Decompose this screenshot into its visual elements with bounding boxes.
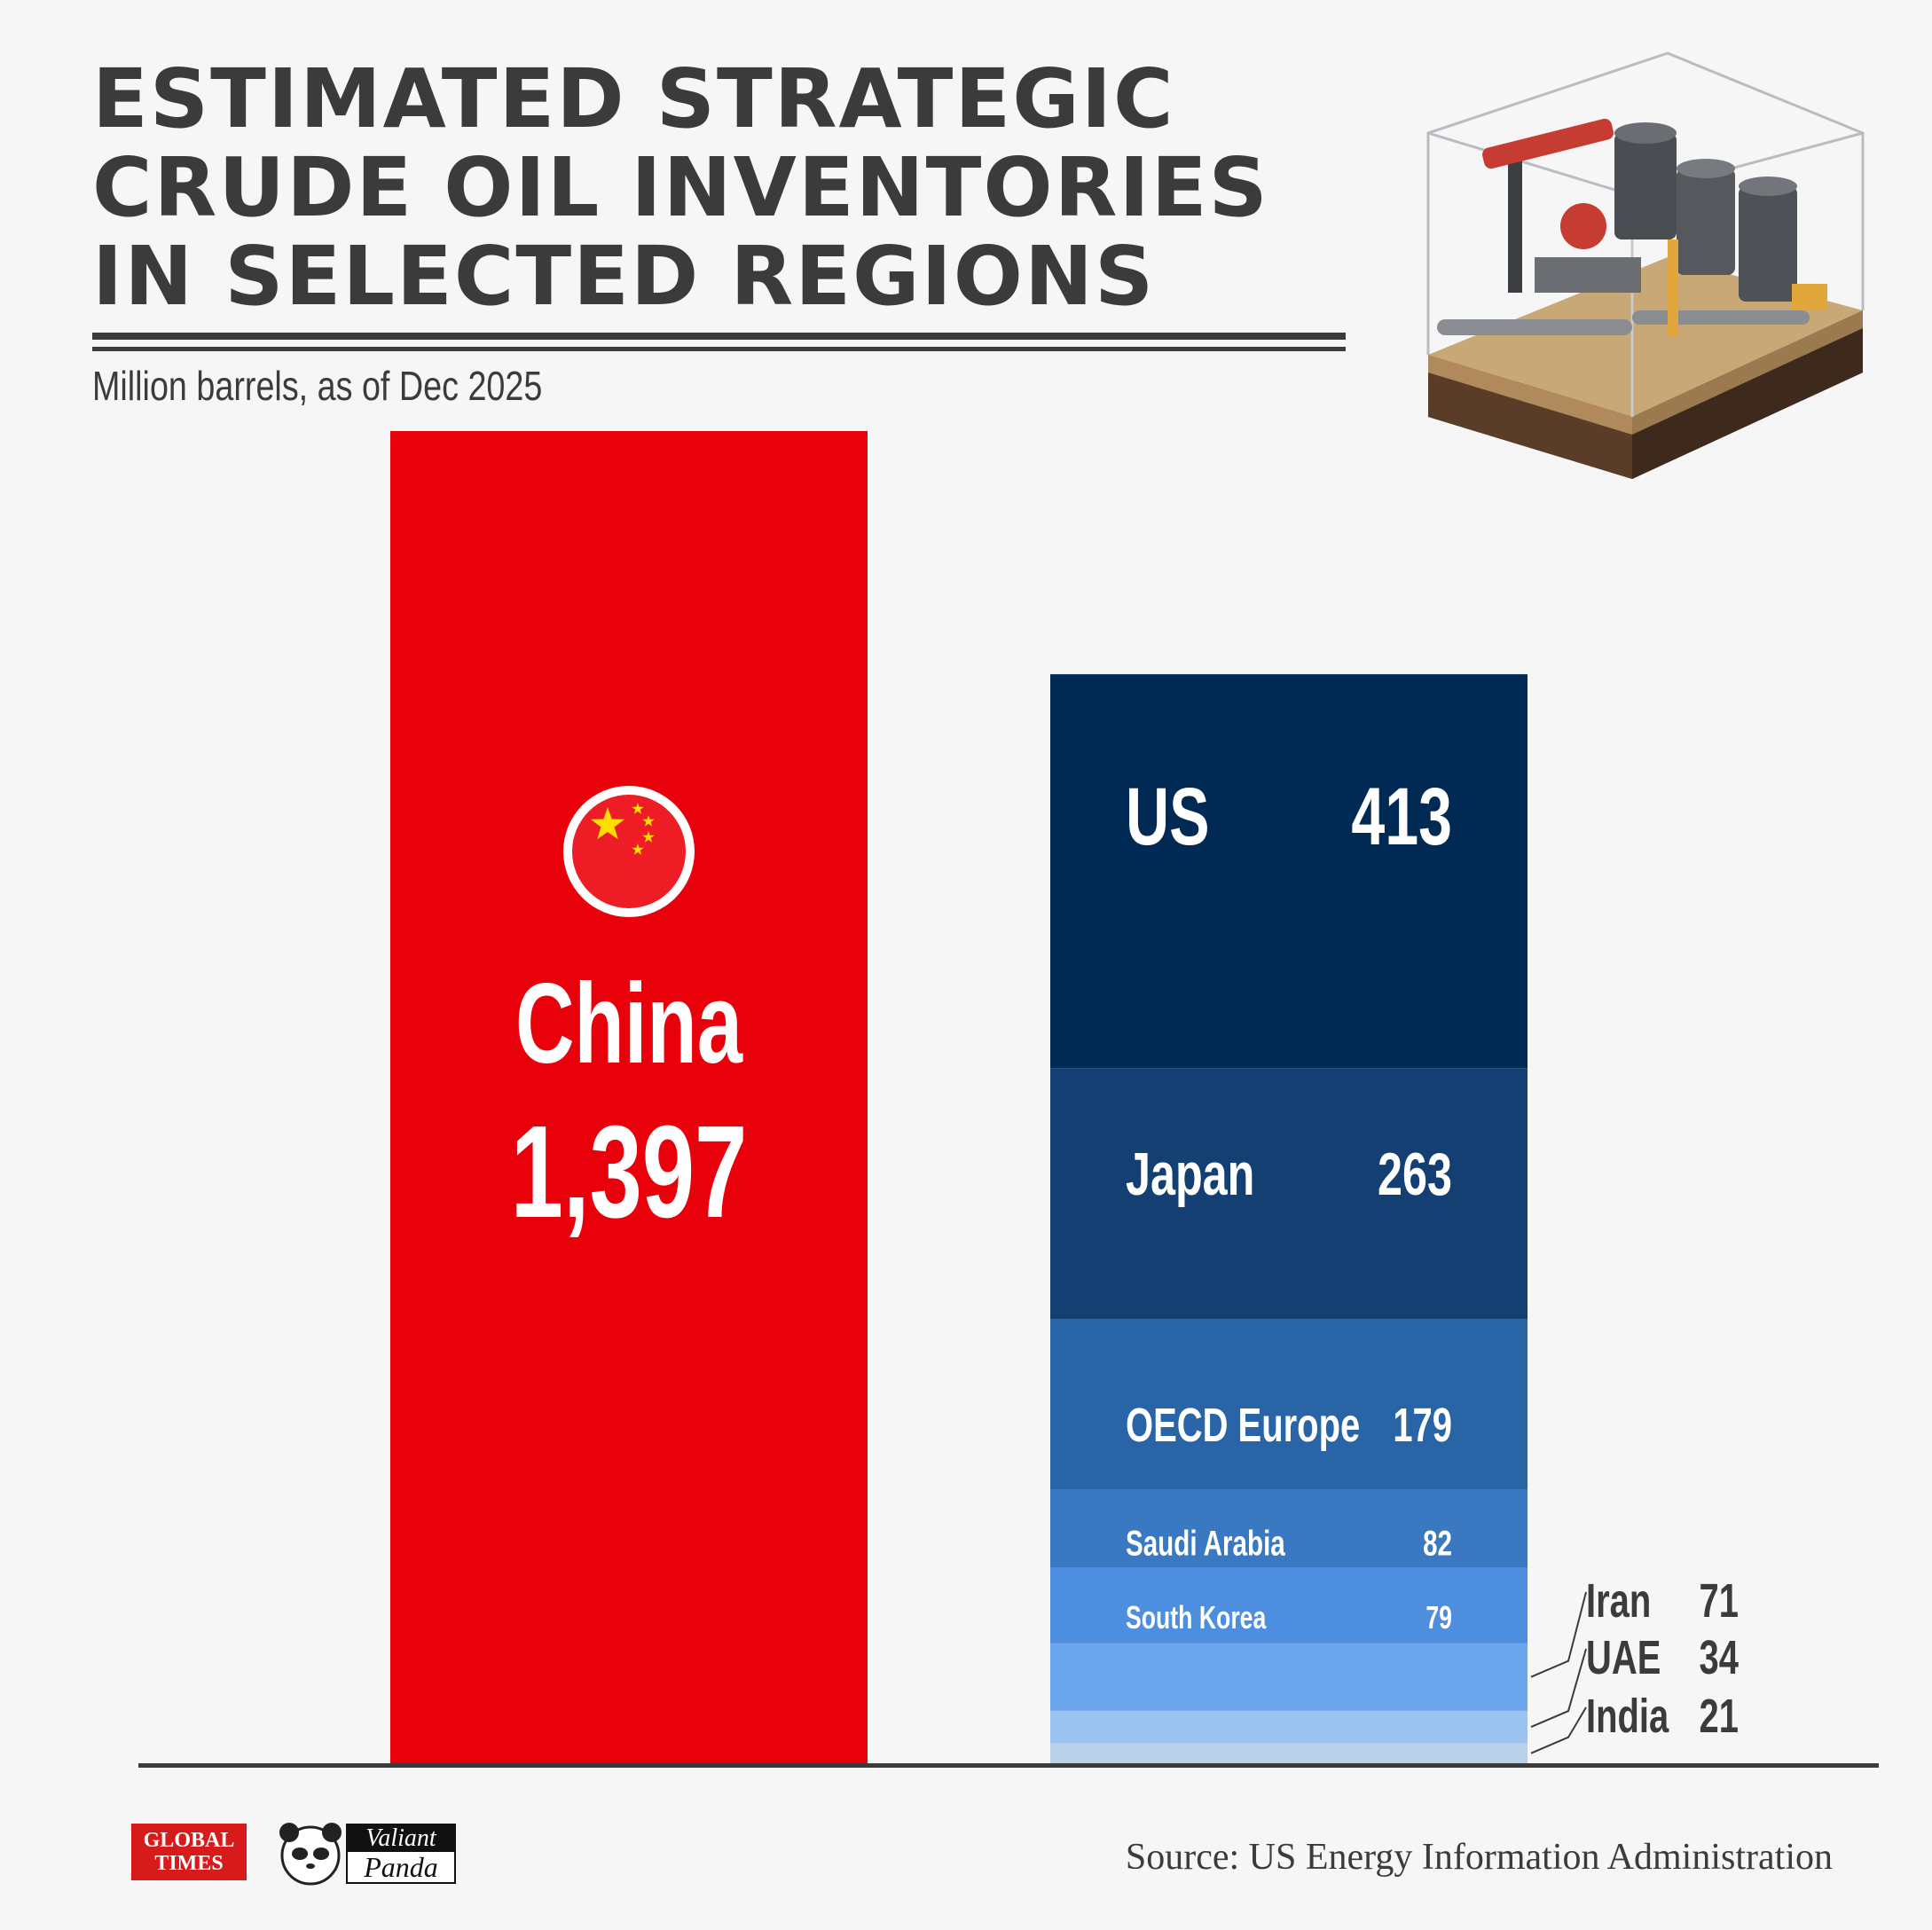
bar-value-japan: 263 — [1378, 1140, 1452, 1207]
flag-star-4 — [632, 843, 644, 855]
bar-segment-india — [1050, 1743, 1528, 1763]
bar-value-india: 21 — [1700, 1690, 1739, 1743]
bar-label-uae: UAE — [1586, 1631, 1661, 1684]
flag-star-large — [591, 807, 624, 840]
title-line-3: IN SELECTED REGIONS — [92, 229, 1156, 324]
title-line-1: ESTIMATED STRATEGIC — [92, 51, 1175, 146]
bar-value-saudi-arabia: 82 — [1423, 1524, 1452, 1563]
title-rule-thick — [92, 333, 1346, 340]
flag-star-1 — [632, 803, 644, 814]
gt-logo-line-1: GLOBAL — [143, 1829, 235, 1852]
bar-value-oecd-europe: 179 — [1393, 1399, 1452, 1452]
bar-label-iran: Iran — [1586, 1574, 1651, 1628]
bar-segment-us — [1050, 674, 1528, 1069]
flag-star-2 — [642, 815, 655, 827]
global-times-logo: GLOBAL TIMES — [131, 1824, 247, 1880]
leader-line-india — [1530, 1706, 1587, 1754]
bar-label-south-korea: South Korea — [1126, 1599, 1267, 1636]
bar-value-iran: 71 — [1700, 1574, 1739, 1628]
valiant-panda-logo: Valiant Panda — [275, 1818, 456, 1889]
bar-segment-south-korea — [1050, 1567, 1528, 1644]
source-note: Source: US Energy Information Administra… — [1125, 1837, 1833, 1878]
bar-label-japan: Japan — [1126, 1140, 1254, 1207]
oil-facility-illustration — [1426, 51, 1865, 479]
x-axis-baseline — [138, 1763, 1879, 1768]
bar-label-oecd-europe: OECD Europe — [1126, 1399, 1360, 1452]
bar-value-us: 413 — [1351, 772, 1452, 862]
title-line-2: CRUDE OIL INVENTORIES — [92, 140, 1269, 235]
chart-subtitle: Million barrels, as of Dec 2025 — [92, 363, 543, 409]
bar-segment-uae — [1050, 1710, 1528, 1744]
chart-title: ESTIMATED STRATEGIC CRUDE OIL INVENTORIE… — [92, 55, 1352, 321]
bar-label-us: US — [1126, 772, 1210, 862]
bar-value-south-korea: 79 — [1425, 1599, 1452, 1636]
bar-china — [390, 431, 868, 1763]
bar-label-saudi-arabia: Saudi Arabia — [1126, 1524, 1285, 1563]
gt-logo-line-2: TIMES — [154, 1852, 224, 1875]
bar-segment-saudi-arabia — [1050, 1489, 1528, 1568]
vp-line-2: Panda — [364, 1851, 438, 1883]
vp-line-1: Valiant — [348, 1825, 454, 1852]
panda-icon — [279, 1823, 342, 1886]
leader-line-uae — [1530, 1648, 1587, 1729]
flag-star-3 — [642, 831, 655, 843]
bar-label-china: China — [515, 960, 743, 1087]
bar-value-uae: 34 — [1700, 1631, 1740, 1684]
bar-segment-oecd-europe — [1050, 1318, 1528, 1490]
bar-segment-iran — [1050, 1643, 1528, 1711]
valiant-panda-wordmark: Valiant Panda — [346, 1824, 456, 1884]
bar-label-india: India — [1586, 1690, 1669, 1743]
china-flag-disc — [572, 795, 686, 908]
leader-line-iran — [1530, 1591, 1587, 1678]
title-rule-thin — [92, 347, 1346, 351]
bar-value-china: 1,397 — [511, 1099, 748, 1245]
bar-segment-japan — [1050, 1068, 1528, 1319]
